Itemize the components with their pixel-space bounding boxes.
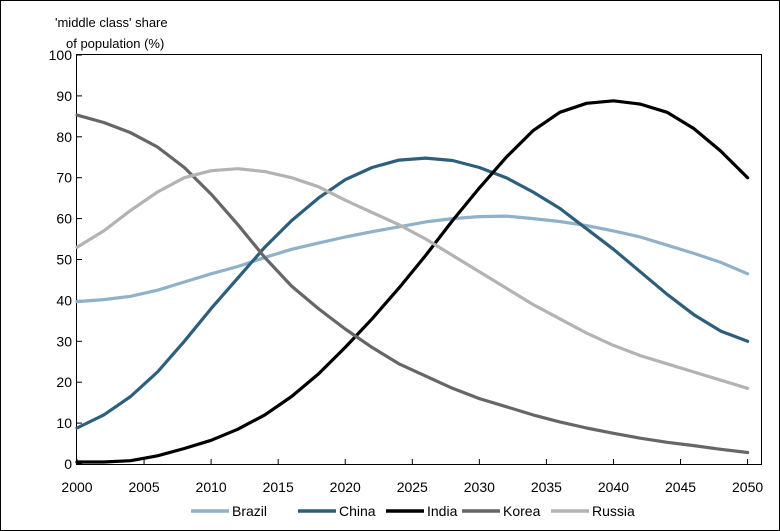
series-lines (75, 99, 750, 464)
series-line-china (75, 156, 750, 430)
series-line-russia (75, 167, 750, 390)
x-tick-label: 2040 (598, 479, 629, 495)
legend-label-india: India (427, 503, 458, 519)
legend-label-china: China (339, 503, 376, 519)
x-tick-label: 2015 (263, 479, 294, 495)
y-tick-label: 10 (56, 415, 72, 431)
y-tick-label: 80 (56, 129, 72, 145)
legend-label-russia: Russia (592, 503, 635, 519)
y-tick-label: 20 (56, 374, 72, 390)
plot-area-frame (76, 54, 762, 465)
y-tick-label: 0 (64, 456, 72, 472)
y-tick-label: 90 (56, 88, 72, 104)
series-line-korea (75, 113, 750, 455)
y-tick-label: 40 (56, 292, 72, 308)
y-tick-label: 30 (56, 333, 72, 349)
legend-label-brazil: Brazil (232, 503, 267, 519)
y-tick-label: 100 (49, 47, 73, 63)
legend: Brazil China India Korea Russia (191, 503, 635, 519)
x-tick-label: 2005 (128, 479, 159, 495)
x-tick-label: 2035 (531, 479, 562, 495)
x-tick-label: 2030 (464, 479, 495, 495)
y-tick-label: 70 (56, 170, 72, 186)
x-tick-label: 2050 (732, 479, 763, 495)
y-tick-label: 60 (56, 211, 72, 227)
x-axis: 2000 2005 2010 2015 2020 2025 2030 2035 2040 2045… (61, 459, 763, 495)
y-axis-title-line-2: of population (%) (66, 36, 164, 51)
x-tick-label: 2020 (330, 479, 361, 495)
y-tick-label: 50 (56, 252, 72, 268)
legend-label-korea: Korea (503, 503, 541, 519)
x-tick-label: 2045 (665, 479, 696, 495)
x-tick-label: 2010 (196, 479, 227, 495)
y-axis-title-line-1: 'middle class' share (55, 15, 168, 30)
series-line-brazil (75, 214, 750, 304)
x-tick-label: 2025 (397, 479, 428, 495)
x-tick-label: 2000 (61, 479, 92, 495)
y-axis: 0 10 20 30 40 50 60 70 80 90 100 (49, 47, 82, 472)
series-line-india (75, 99, 750, 464)
